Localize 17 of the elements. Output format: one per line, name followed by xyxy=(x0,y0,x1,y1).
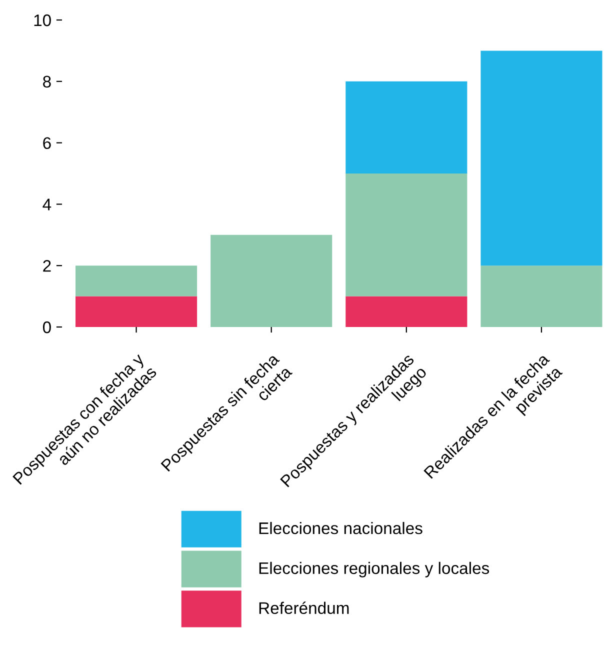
bar xyxy=(346,174,468,296)
legend-label: Elecciones nacionales xyxy=(259,522,422,534)
y-tick-label: 4 xyxy=(42,198,52,210)
bar xyxy=(480,50,602,266)
bar xyxy=(210,234,332,327)
y-tick-label: 0 xyxy=(42,321,51,334)
legend-label: Elecciones regionales y locales xyxy=(259,562,490,578)
bar xyxy=(346,296,468,327)
bar xyxy=(76,266,198,296)
y-tick-label: 2 xyxy=(43,260,51,272)
y-tick-label: 10 xyxy=(34,14,51,26)
bar xyxy=(76,296,198,327)
bar xyxy=(480,266,602,327)
bar xyxy=(346,81,468,174)
legend-label: Referéndum xyxy=(259,602,349,614)
y-tick-label: 6 xyxy=(43,137,51,150)
y-tick-label: 8 xyxy=(43,76,51,88)
